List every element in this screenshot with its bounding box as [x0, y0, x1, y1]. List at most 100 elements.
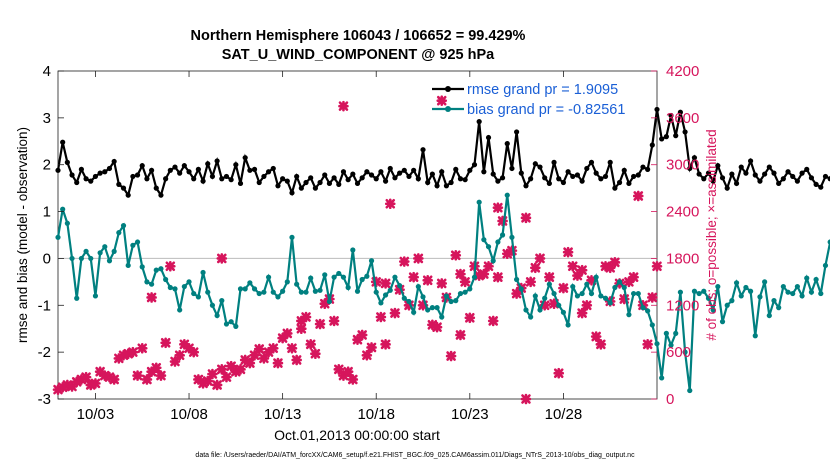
assimilated-obs-marker	[413, 253, 424, 264]
plot-frame	[57, 70, 658, 400]
rmse-point	[411, 167, 417, 173]
bias-point	[172, 286, 178, 292]
assimilated-obs-marker	[188, 346, 200, 358]
assimilated-obs-marker	[511, 288, 522, 299]
assimilated-obs-marker	[534, 253, 546, 264]
rmse-point	[223, 173, 230, 180]
rmse-point	[743, 170, 749, 176]
rmse-point	[612, 185, 618, 191]
rmse-point	[289, 190, 295, 196]
assimilated-obs-marker	[394, 284, 405, 295]
rmse-point	[495, 178, 501, 184]
bias-point	[621, 284, 627, 291]
assimilated-obs-marker	[417, 299, 429, 311]
rmse-point	[172, 164, 178, 170]
assimilated-obs-marker	[267, 342, 279, 354]
assimilated-obs-marker	[389, 307, 401, 319]
rmse-point	[551, 159, 557, 165]
bias-point	[83, 248, 89, 254]
bias-point	[270, 289, 276, 295]
rmse-point	[467, 167, 473, 173]
assimilated-obs-marker	[544, 271, 555, 283]
assimilated-obs-marker	[104, 371, 115, 383]
assimilated-obs-marker	[165, 260, 176, 272]
bias-point	[635, 290, 641, 297]
assimilated-obs-marker	[342, 366, 354, 377]
rmse-point	[593, 170, 599, 176]
assimilated-obs-marker	[628, 271, 639, 283]
bias-point	[691, 288, 698, 294]
assimilated-obs-marker	[548, 298, 560, 310]
bias-point	[518, 286, 524, 292]
rmse-point	[322, 172, 328, 178]
assimilated-obs-marker	[277, 332, 288, 344]
assimilated-obs-marker	[530, 262, 541, 274]
assimilated-obs-marker	[492, 271, 504, 283]
chart-title: Northern Hemisphere 106043 / 106652 = 99…	[190, 28, 526, 44]
assimilated-obs-marker	[483, 260, 494, 272]
bias-point	[60, 206, 66, 212]
rmse-point	[60, 139, 66, 145]
rmse-point	[228, 177, 234, 183]
assimilated-obs-marker	[356, 329, 368, 341]
assimilated-obs-marker	[581, 299, 593, 311]
y-axis-label-right: # of obs: o=possible; ×=assimilated	[704, 129, 719, 340]
bias-point	[420, 294, 426, 300]
rmse-point	[336, 181, 342, 187]
assimilated-obs-marker	[305, 339, 317, 350]
rmse-point	[813, 181, 819, 187]
bias-point	[387, 287, 393, 293]
rmse-point	[406, 173, 412, 180]
rmse-point	[102, 169, 108, 175]
bias-point	[186, 279, 192, 285]
assimilated-obs-marker	[52, 384, 64, 395]
rmse-point	[677, 109, 683, 115]
x-tick-label: 10/18	[357, 406, 395, 423]
rmse-point	[663, 134, 669, 140]
rmse-point	[214, 158, 220, 164]
bias-point	[378, 300, 384, 306]
assimilated-obs-marker	[207, 368, 218, 380]
assimilated-obs-marker	[604, 262, 616, 274]
rmse-point	[715, 163, 721, 169]
rmse-point	[794, 178, 800, 184]
rmse-point	[719, 175, 726, 181]
assimilated-obs-marker	[567, 260, 579, 272]
bias-point	[354, 288, 361, 294]
bias-point	[251, 286, 258, 292]
bias-point	[602, 295, 609, 301]
bias-point	[401, 295, 407, 301]
assimilated-obs-marker	[338, 100, 349, 112]
bias-point	[74, 295, 80, 301]
y-right-tick-label: 3600	[666, 110, 699, 127]
rmse-point	[233, 162, 239, 168]
assimilated-obs-marker	[57, 381, 68, 393]
rmse-point	[654, 106, 660, 113]
rmse-point	[303, 179, 309, 186]
assimilated-obs-marker	[249, 349, 260, 361]
bias-point	[556, 302, 562, 308]
rmse-point	[78, 166, 84, 172]
assimilated-obs-marker	[244, 357, 256, 369]
bias-point	[771, 298, 777, 304]
bias-point	[551, 290, 557, 297]
rmse-point	[752, 172, 758, 178]
assimilated-obs-marker	[370, 276, 382, 288]
bias-point	[631, 290, 637, 297]
bias-point	[106, 258, 113, 264]
bias-point	[495, 239, 501, 245]
assimilated-obs-marker	[258, 353, 270, 364]
bias-point	[448, 298, 454, 305]
rmse-point	[191, 176, 197, 182]
y-left-tick-label: 4	[43, 63, 51, 80]
rmse-point	[453, 166, 459, 172]
assimilated-obs-marker	[459, 276, 471, 288]
assimilated-obs-marker	[352, 334, 363, 345]
bias-point	[467, 286, 473, 292]
assimilated-obs-marker	[436, 278, 448, 289]
assimilated-obs-marker	[141, 374, 153, 385]
assimilated-obs-marker	[651, 260, 663, 272]
assimilated-obs-marker	[445, 350, 457, 362]
bias-point	[209, 302, 216, 308]
bias-point	[612, 284, 618, 291]
